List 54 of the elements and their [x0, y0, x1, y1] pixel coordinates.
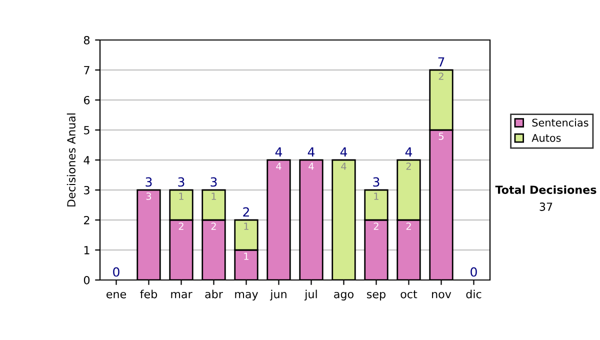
x-tick-label: mar	[171, 292, 192, 298]
total-label: 7	[438, 57, 444, 66]
x-tick-label: sep	[367, 292, 386, 300]
y-tick-label: 4	[84, 156, 90, 164]
text: Total Decisiones	[495, 185, 596, 194]
y-tick-label: 7	[84, 66, 90, 74]
data-label: 2	[178, 222, 184, 230]
total-label: 4	[340, 147, 348, 156]
data-label: 1	[244, 252, 248, 260]
data-label: 5	[438, 132, 444, 140]
y-tick-label: 6	[84, 96, 90, 104]
data-label: 4	[276, 162, 282, 170]
y-axis-title: Decisiones Anual	[66, 114, 76, 206]
total-label: 0	[113, 267, 120, 277]
x-tick-label: feb	[140, 290, 158, 298]
data-label: 4	[308, 162, 314, 170]
x-tick-label: jul	[304, 290, 317, 300]
x-tick-label: may	[235, 292, 258, 300]
data-label: 2	[374, 222, 378, 230]
y-tick-label: 1	[84, 246, 90, 254]
legend-label: Autos	[532, 134, 561, 142]
total-label: 3	[210, 177, 217, 187]
x-tick-label: ago	[334, 292, 354, 300]
total-label: 4	[275, 147, 282, 156]
x-tick-label: oct	[400, 290, 418, 298]
total-label: 0	[470, 267, 477, 277]
y-tick-label: 5	[84, 126, 90, 134]
y-tick-label: 2	[84, 216, 90, 224]
y-tick-label: 8	[84, 36, 90, 44]
data-label: 2	[406, 222, 411, 230]
x-tick-label: nov	[432, 292, 452, 298]
x-tick-label: jun	[270, 290, 286, 300]
data-label: 4	[341, 162, 346, 170]
data-label: 1	[244, 222, 248, 230]
y-tick-label: 3	[84, 186, 90, 194]
total-label: 4	[405, 147, 412, 156]
text: 37	[540, 202, 552, 211]
data-label: 1	[179, 192, 184, 200]
data-label: 2	[211, 222, 216, 230]
data-label: 1	[212, 192, 216, 200]
x-tick-label: dic	[466, 290, 482, 298]
total-label: 3	[178, 177, 184, 187]
y-tick-label: 0	[84, 276, 90, 284]
data-label: 3	[146, 192, 152, 200]
data-label: 2	[438, 72, 444, 80]
total-label: 3	[146, 177, 152, 187]
total-label: 3	[373, 177, 380, 187]
legend-label: Sentencias	[532, 118, 588, 127]
total-label: 4	[308, 147, 315, 156]
x-tick-label: ene	[106, 292, 126, 298]
x-tick-label: abr	[205, 290, 223, 298]
total-label: 2	[243, 207, 249, 216]
data-label: 2	[406, 162, 411, 170]
data-label: 1	[374, 192, 378, 200]
